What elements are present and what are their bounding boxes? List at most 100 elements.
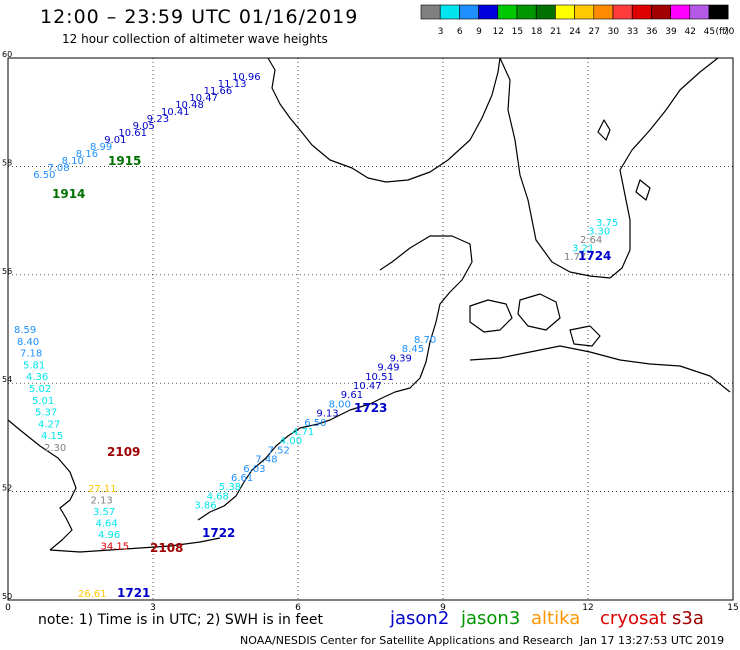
wave-height-label: 7.18: [20, 349, 42, 360]
wave-height-label: 8.59: [14, 325, 36, 336]
wave-height-label: 8.45: [402, 344, 424, 355]
coastline: [635, 179, 651, 201]
wave-height-label: 10.47: [353, 381, 382, 392]
coastline: [469, 345, 731, 393]
wave-height-label: 5.01: [32, 396, 54, 407]
longitude-tick-label: 3: [150, 603, 156, 613]
legend-label: 33: [627, 27, 638, 37]
satellite-jason3: jason3: [461, 608, 521, 629]
legend-label: 21: [550, 27, 561, 37]
track-time-label: 2109: [107, 445, 140, 459]
wave-height-label: 3.21: [572, 244, 594, 255]
satellite-s3a: s3a: [672, 608, 704, 629]
coastline: [569, 325, 601, 347]
wave-height-label: 3.86: [194, 501, 216, 512]
legend-label: 70: [723, 27, 735, 37]
wave-height-label: 3.30: [588, 227, 610, 238]
wave-height-label: 9.61: [341, 390, 363, 401]
wave-height-label: 9.49: [377, 363, 399, 374]
coastline: [267, 57, 501, 183]
wave-height-label: 4.00: [280, 436, 302, 447]
track-time-label: 1722: [202, 526, 235, 540]
legend-label: 24: [569, 27, 581, 37]
wave-height-label: 2.64: [580, 235, 602, 246]
track-time-label: 1915: [108, 154, 141, 168]
longitude-tick-label: 6: [295, 603, 301, 613]
wave-height-label: 9.05: [133, 121, 155, 132]
legend-label: 36: [646, 27, 658, 37]
wave-height-label: 6.03: [243, 464, 265, 475]
track-time-label: 1721: [117, 586, 150, 600]
wave-height-label: 3.57: [93, 507, 115, 518]
latitude-tick-label: 54: [2, 375, 12, 384]
wave-height-label: 10.48: [175, 100, 204, 111]
longitude-tick-label: 12: [582, 603, 593, 613]
wave-height-label: 1.77: [564, 252, 586, 263]
wave-height-label: 6.50: [33, 170, 55, 181]
coastline: [469, 299, 513, 333]
wave-height-label: 26.61: [78, 589, 107, 600]
wave-height-label: 4.36: [26, 372, 48, 383]
wave-height-label: 10.51: [365, 372, 394, 383]
wave-height-label: 4.27: [38, 419, 60, 430]
wave-height-label: 8.99: [90, 142, 112, 153]
latitude-tick-label: 56: [2, 267, 12, 276]
coastline: [49, 537, 221, 553]
coastline: [7, 419, 77, 551]
wave-height-label: 6.61: [231, 473, 253, 484]
legend-label: 30: [608, 27, 620, 37]
legend-label: 39: [665, 27, 677, 37]
wave-height-label: 7.52: [268, 445, 290, 456]
wave-height-label: 6.50: [304, 418, 326, 429]
latitude-tick-label: 60: [2, 50, 12, 59]
legend-label: 45: [704, 27, 715, 37]
legend-label: 27: [588, 27, 599, 37]
wave-height-label: 10.41: [161, 107, 190, 118]
wave-height-color-legend: 3 6 9 12 15 18 21 24 27 30 33 36 39 42 45 70(ft): [420, 4, 735, 37]
wave-height-label: 2.30: [44, 443, 66, 454]
wave-height-label: 8.10: [62, 156, 84, 167]
credit-text: NOAA/NESDIS Center for Satellite Applica…: [240, 634, 574, 647]
legend-label: 6: [457, 27, 463, 37]
legend-swatch: [708, 4, 729, 20]
longitude-tick-label: 15: [727, 603, 738, 613]
wave-height-label: 10.96: [232, 72, 261, 83]
wave-height-label: 5.81: [23, 360, 45, 371]
wave-height-label: 5.38: [219, 482, 241, 493]
map-title: 12:00 – 23:59 UTC 01/16/2019: [40, 6, 359, 28]
footer-note: note: 1) Time is in UTC; 2) SWH is in fe…: [38, 612, 324, 628]
legend-unit: (ft): [715, 27, 729, 37]
wave-height-label: 9.01: [104, 135, 126, 146]
wave-height-label: 8.40: [17, 337, 39, 348]
map-frame: [7, 57, 734, 601]
track-time-label: 1914: [52, 187, 85, 201]
generated-timestamp: Jan 17 13:27:53 UTC 2019: [580, 634, 725, 647]
wave-height-label: 34.15: [101, 542, 130, 553]
track-time-label: 1724: [578, 249, 611, 263]
wave-height-label: 7.08: [47, 163, 69, 174]
satellite-jason2: jason2: [390, 608, 450, 629]
coastline: [517, 293, 561, 331]
wave-height-label: 27.11: [88, 484, 117, 495]
wave-height-label: 4.96: [98, 530, 120, 541]
satellite-altika: altika: [531, 608, 581, 629]
legend-label: 3: [438, 27, 444, 37]
longitude-tick-label: 9: [440, 603, 446, 613]
latitude-tick-label: 50: [2, 592, 12, 601]
wave-height-label: 4.68: [207, 491, 229, 502]
wave-height-label: 10.47: [189, 93, 218, 104]
wave-height-label: 3.75: [596, 218, 618, 229]
wave-height-label: 5.37: [35, 408, 57, 419]
coastline: [197, 235, 473, 521]
wave-height-label: 9.13: [316, 409, 338, 420]
wave-height-label: 8.16: [76, 149, 98, 160]
wave-height-label: 7.48: [255, 455, 277, 466]
wave-height-label: 11.13: [218, 79, 247, 90]
wave-height-label: 4.64: [96, 519, 118, 530]
track-time-label: 2108: [150, 541, 183, 555]
map-subtitle: 12 hour collection of altimeter wave hei…: [62, 32, 328, 46]
latitude-tick-label: 58: [2, 158, 12, 167]
wave-height-label: 8.70: [414, 335, 436, 346]
legend-label: 12: [492, 27, 503, 37]
